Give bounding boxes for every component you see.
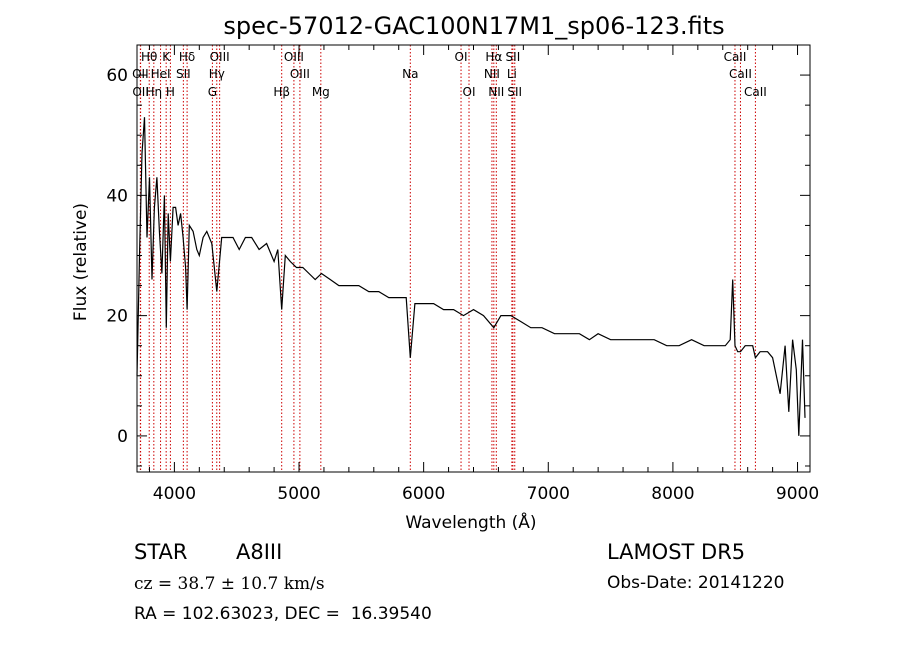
- spectral-line-label: H: [166, 85, 175, 99]
- object-subclass: A8III: [236, 540, 283, 564]
- x-tick-label: 7000: [527, 484, 570, 504]
- x-tick-label: 4000: [153, 484, 196, 504]
- x-tick-label: 8000: [651, 484, 694, 504]
- spectral-line-label: OIII: [284, 50, 304, 64]
- spectral-line-label: Hα: [485, 50, 502, 64]
- spectral-line-label: Hδ: [179, 50, 195, 64]
- redshift-text: cz = 38.7 ± 10.7 km/s: [134, 574, 325, 594]
- spectral-line-label: Mg: [312, 85, 330, 99]
- y-tick-label: 0: [117, 427, 128, 447]
- spectral-line-label: Hθ: [141, 50, 157, 64]
- spectral-line-label: SII: [176, 67, 191, 81]
- spectral-line-markers: [139, 45, 756, 472]
- spectral-line-label: NII: [488, 85, 504, 99]
- y-tick-label: 40: [106, 186, 128, 206]
- spectral-line-label: SII: [506, 50, 521, 64]
- spectral-line-label: Na: [402, 67, 418, 81]
- x-tick-label: 6000: [402, 484, 445, 504]
- spectrum-series-line: [136, 117, 806, 436]
- spectral-line-label: Li: [507, 67, 517, 81]
- spectral-line-label: HeI: [151, 67, 171, 81]
- spectral-line-label: OIII: [210, 50, 230, 64]
- spectral-line-label: K: [162, 50, 171, 64]
- x-tick-label: 9000: [776, 484, 819, 504]
- spectral-line-label: OII: [132, 85, 149, 99]
- survey-release: LAMOST DR5: [607, 540, 746, 564]
- spectral-line-label: CaII: [744, 85, 767, 99]
- spectral-line-label: Hβ: [273, 85, 290, 99]
- x-tick-label: 5000: [277, 484, 320, 504]
- observation-date: Obs-Date: 20141220: [607, 573, 785, 593]
- spectral-line-label: G: [208, 85, 217, 99]
- object-class: STAR: [134, 540, 188, 564]
- spectral-line-label: OII: [132, 67, 149, 81]
- spectral-line-label: OI: [463, 85, 476, 99]
- y-tick-label: 20: [106, 307, 128, 327]
- y-axis-label: Flux (relative): [71, 203, 91, 321]
- spectral-line-label: CaII: [724, 50, 747, 64]
- spectral-line-label: OIII: [290, 67, 310, 81]
- spectral-line-label: Hγ: [209, 67, 225, 81]
- chart-title: spec-57012-GAC100N17M1_sp06-123.fits: [223, 12, 724, 40]
- coordinates: RA = 102.63023, DEC = 16.39540: [134, 604, 432, 624]
- y-axis: 0 20 40 60: [106, 44, 810, 467]
- spectral-line-label: Hη: [146, 85, 163, 99]
- x-axis-label: Wavelength (Å): [405, 511, 536, 533]
- spectral-line-label: SII: [507, 85, 522, 99]
- spectral-line-label: CaII: [729, 67, 752, 81]
- plot-frame: [136, 44, 811, 473]
- y-tick-label: 60: [106, 66, 128, 86]
- spectral-line-labels: Hθ K Hδ OIII OIII OI Hα SII CaII OII HeI SII Hγ OIII N…: [132, 50, 767, 99]
- spectral-line-label: OI: [455, 50, 468, 64]
- x-axis: 4000 5000 6000 7000 8000 9000: [148, 45, 819, 504]
- spectral-line-label: NII: [484, 67, 500, 81]
